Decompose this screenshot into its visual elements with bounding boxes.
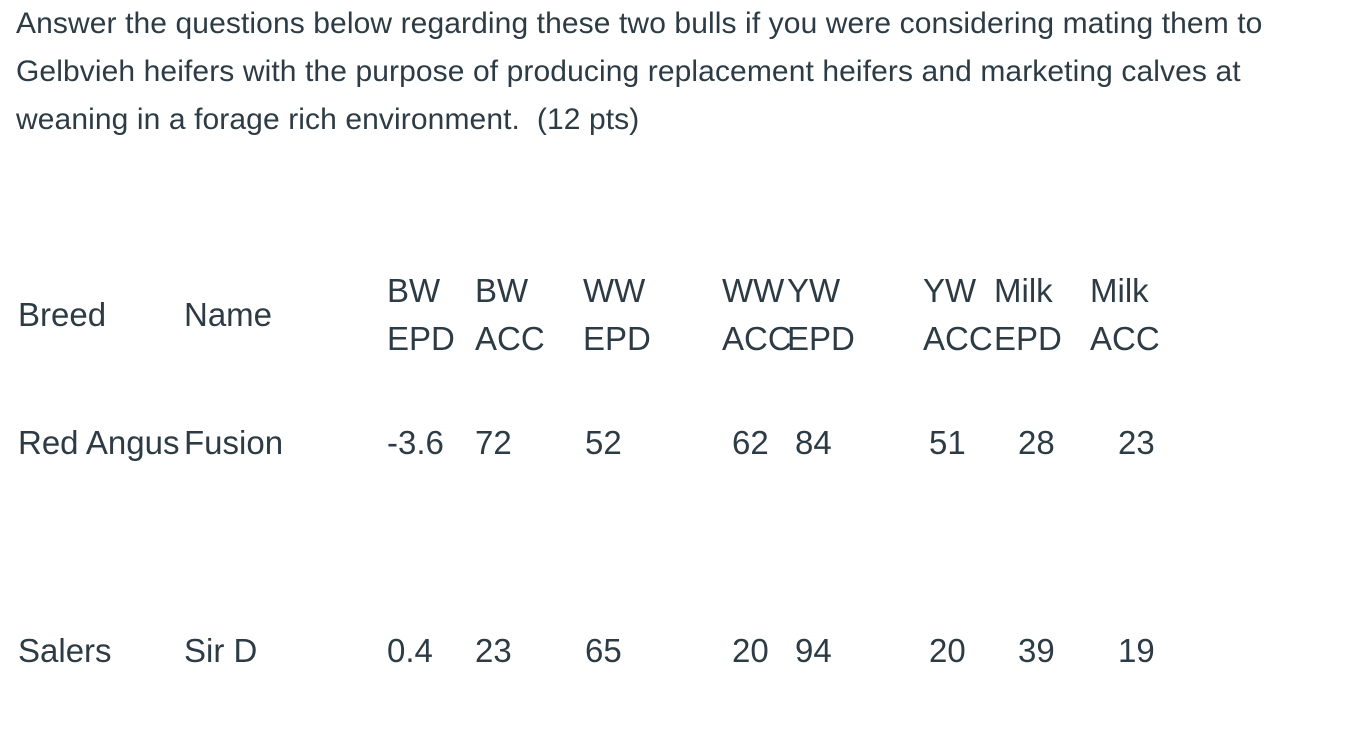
cell-bw-acc: 72 <box>475 424 512 461</box>
cell-name: Fusion <box>184 424 284 461</box>
header-ww-acc: WW ACC <box>722 272 792 357</box>
header-name-label: Name <box>184 296 273 333</box>
cell-breed: Red Angus <box>18 424 180 461</box>
cell-bw-epd: 0.4 <box>387 632 433 669</box>
header-milk-acc: Milk ACC <box>1090 272 1160 357</box>
header-milk-epd: Milk EPD <box>994 272 1062 357</box>
header-bw-acc: BW ACC <box>475 272 545 357</box>
cell-yw-epd: 94 <box>795 632 832 669</box>
cell-milk-epd: 28 <box>1018 424 1055 461</box>
cell-yw-acc: 20 <box>929 632 966 669</box>
cell-milk-epd: 39 <box>1018 632 1055 669</box>
header-yw-acc: YW ACC <box>923 272 993 357</box>
cell-bw-epd: -3.6 <box>387 424 444 461</box>
header-bw-epd: BW EPD <box>387 272 455 357</box>
header-ww-epd: WW EPD <box>583 272 651 357</box>
header-yw-epd: YW EPD <box>787 272 855 357</box>
cell-ww-epd: 65 <box>585 632 622 669</box>
cell-yw-epd: 84 <box>795 424 832 461</box>
question-line-3: weaning in a forage rich environment. (1… <box>16 103 640 136</box>
cell-milk-acc: 19 <box>1118 632 1155 669</box>
cell-breed: Salers <box>18 632 112 669</box>
epd-table: Breed Name BW EPD BW ACC WW EPD WW ACC <box>16 267 1214 731</box>
header-name: Name <box>182 267 387 363</box>
question-line-2: Gelbvieh heifers with the purpose of pro… <box>16 55 1241 88</box>
question-page: Answer the questions below regarding the… <box>16 0 1370 731</box>
cell-milk-acc: 23 <box>1118 424 1155 461</box>
question-text: Answer the questions below regarding the… <box>16 0 1370 144</box>
table-header-row: Breed Name BW EPD BW ACC WW EPD WW ACC <box>16 267 1214 363</box>
question-line-1: Answer the questions below regarding the… <box>16 7 1263 40</box>
cell-bw-acc: 23 <box>475 632 512 669</box>
table-row-salers: Salers Sir D 0.4 23 65 20 94 20 39 19 <box>16 571 1214 731</box>
cell-ww-acc: 62 <box>732 424 769 461</box>
table-row-red-angus: Red Angus Fusion -3.6 72 52 62 84 51 28 … <box>16 363 1214 571</box>
cell-name: Sir D <box>184 632 258 669</box>
cell-ww-epd: 52 <box>585 424 622 461</box>
cell-ww-acc: 20 <box>732 632 769 669</box>
cell-yw-acc: 51 <box>929 424 966 461</box>
header-breed-label: Breed <box>18 296 107 333</box>
header-breed: Breed <box>16 267 182 363</box>
